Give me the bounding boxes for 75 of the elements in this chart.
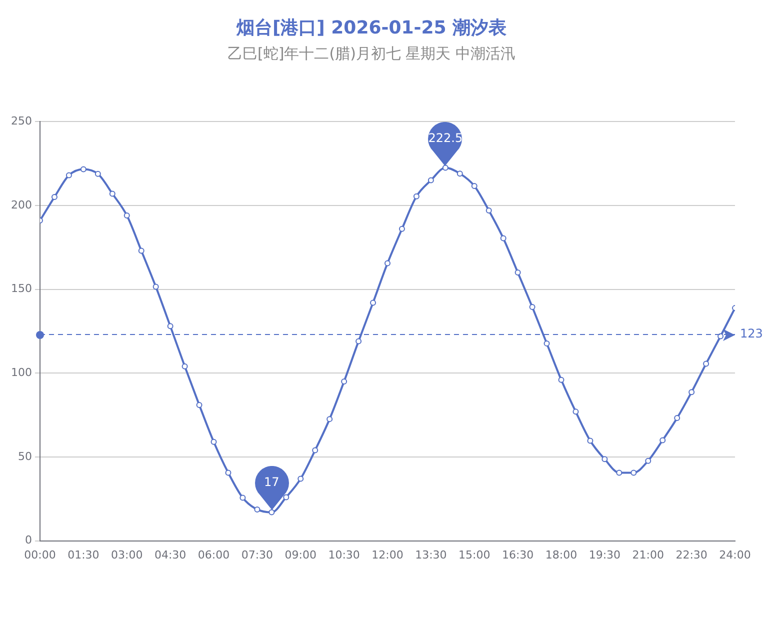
y-tick-label: 0 (24, 534, 32, 547)
point (602, 456, 608, 462)
point (616, 470, 622, 476)
point (138, 248, 144, 254)
point (703, 360, 710, 367)
x-tick-label: 19:30 (588, 548, 621, 562)
point (630, 470, 637, 476)
point (456, 170, 463, 177)
point (688, 389, 695, 396)
point (428, 177, 434, 184)
point (80, 166, 86, 172)
point (514, 270, 521, 276)
chart-title: 烟台[港口] 2026-01-25 潮汐表 (235, 17, 507, 38)
point (283, 494, 290, 500)
point (660, 437, 666, 444)
point (254, 506, 260, 512)
x-tick-label: 00:00 (24, 548, 56, 562)
point (268, 509, 275, 516)
x-tick-label: 13:30 (415, 548, 447, 562)
point (225, 470, 232, 476)
x-tick-label: 18:00 (545, 548, 578, 562)
y-tick-label: 200 (10, 198, 32, 212)
x-tick-label: 21:00 (632, 548, 664, 562)
x-tick-label: 15:00 (458, 548, 490, 562)
y-tick-label: 100 (10, 366, 32, 379)
y-tick-label: 150 (10, 282, 32, 296)
point (167, 323, 174, 330)
point (152, 284, 159, 290)
point (471, 182, 478, 189)
point (326, 416, 333, 422)
point (398, 226, 405, 232)
point (240, 494, 246, 501)
x-tick-label: 07:30 (241, 548, 274, 562)
ref-line-label: 123 (740, 326, 763, 341)
point (572, 408, 579, 415)
x-tick-label: 03:00 (111, 548, 143, 562)
x-tick-label: 01:30 (68, 548, 100, 562)
point (645, 458, 652, 464)
annotation: 17 (263, 475, 280, 490)
point (109, 190, 116, 197)
point (718, 333, 724, 340)
y-tick-label: 50 (18, 450, 32, 463)
point (384, 260, 390, 266)
point (674, 415, 680, 422)
point (558, 376, 564, 383)
point (94, 170, 101, 177)
point (500, 235, 506, 242)
point (529, 304, 536, 310)
chart-subtitle: 乙巳[蛇]年十二(腊)月初七 星期天 中潮活汛 (228, 44, 516, 62)
point (196, 402, 202, 408)
point (442, 164, 448, 171)
point (298, 476, 304, 482)
point (544, 340, 550, 346)
x-tick-label: 09:00 (284, 548, 316, 562)
point (210, 438, 217, 445)
annotation: 222.5 (427, 130, 464, 145)
point (370, 300, 376, 306)
point (124, 212, 130, 218)
x-tick-label: 04:30 (154, 548, 186, 562)
x-tick-label: 06:00 (198, 548, 230, 562)
x-tick-label: 16:30 (502, 548, 534, 562)
x-tick-label: 10:30 (328, 548, 360, 562)
point (312, 447, 318, 454)
point (587, 438, 594, 444)
x-tick-label: 24:00 (719, 548, 751, 562)
x-tick-label: 22:30 (676, 548, 708, 562)
point (486, 207, 492, 214)
x-tick-label: 12:00 (372, 548, 404, 562)
point (356, 338, 362, 344)
point (341, 378, 348, 385)
y-tick-label: 250 (10, 114, 32, 128)
point (66, 172, 72, 178)
point (413, 193, 420, 200)
point (51, 194, 58, 200)
point (182, 363, 188, 370)
